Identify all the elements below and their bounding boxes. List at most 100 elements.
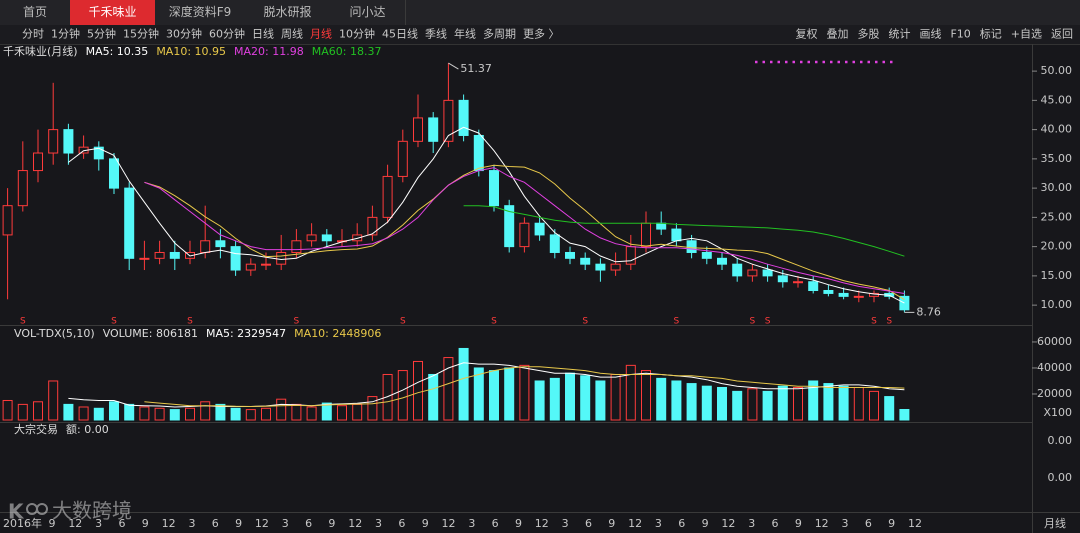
candle-body xyxy=(2,205,13,236)
volume-bar xyxy=(519,364,530,421)
x-tick-label: 2016年 xyxy=(3,516,42,530)
y-tick-label: 15.00 xyxy=(1041,269,1073,282)
period-button[interactable]: 60分钟 xyxy=(209,27,245,41)
x-tick-label: 3 xyxy=(188,517,195,530)
x-tick-label: 6 xyxy=(585,517,592,530)
tool-button[interactable]: 画线 xyxy=(919,27,941,41)
y-tick-label: 20000 xyxy=(1037,387,1072,400)
candle-body xyxy=(823,290,834,294)
period-button[interactable]: 多周期 xyxy=(483,27,516,41)
period-button[interactable]: 周线 xyxy=(281,27,303,41)
tool-button[interactable]: 标记 xyxy=(980,27,1002,41)
volume-bar xyxy=(230,407,241,421)
tab-label[interactable]: 脱水研报 xyxy=(263,4,311,19)
volume-bar xyxy=(853,386,864,421)
x-tick-label: 12 xyxy=(535,517,549,530)
indicator-label: MA10: 10.95 xyxy=(156,45,226,58)
candle-body xyxy=(124,187,135,259)
tool-button[interactable]: 统计 xyxy=(888,28,910,41)
tab-label[interactable]: 首页 xyxy=(23,5,47,19)
candle-body xyxy=(93,146,104,160)
period-button[interactable]: 年线 xyxy=(454,27,476,41)
tab[interactable] xyxy=(330,0,405,25)
x-tick-label: 3 xyxy=(282,517,289,530)
indicator-label: MA5: 2329547 xyxy=(206,327,286,340)
watermark: 大数跨境 xyxy=(52,499,132,523)
event-mark: S xyxy=(294,317,300,327)
tool-button[interactable]: +自选 xyxy=(1011,28,1042,41)
tab[interactable] xyxy=(70,0,155,25)
volume-bar xyxy=(200,401,211,421)
period-button[interactable]: 45日线 xyxy=(382,27,418,41)
volume-bar xyxy=(884,396,895,421)
y-tick-label: 25.00 xyxy=(1041,210,1073,223)
volume-bar xyxy=(321,402,332,421)
indicator-label: VOL-TDX(5,10) xyxy=(14,327,95,340)
x-tick-label: 3 xyxy=(748,517,755,530)
period-button[interactable]: 1分钟 xyxy=(51,27,80,41)
period-button[interactable]: 月线 xyxy=(310,27,332,41)
volume-bar xyxy=(458,347,469,421)
x-tick-label: 3 xyxy=(468,517,475,530)
volume-bar xyxy=(306,406,317,421)
tool-button[interactable]: F10 xyxy=(950,28,970,41)
tab[interactable] xyxy=(155,0,245,25)
x-tick-label: 9 xyxy=(702,517,709,530)
volume-bar xyxy=(169,409,180,421)
volume-bar xyxy=(777,385,788,421)
candle-body xyxy=(382,175,393,218)
candle-body xyxy=(413,117,423,142)
period-button[interactable]: 更多 〉 xyxy=(523,27,560,41)
tab[interactable] xyxy=(0,0,70,25)
event-mark: S xyxy=(886,317,892,327)
y-tick-label: 0.00 xyxy=(1048,434,1073,447)
volume-bar xyxy=(109,401,119,421)
tab-label[interactable]: 深度资料F9 xyxy=(169,4,232,19)
volume-bar xyxy=(78,406,89,421)
volume-bar xyxy=(428,373,439,421)
candle-body xyxy=(169,251,180,259)
indicator-label: MA20: 11.98 xyxy=(234,45,304,58)
candle-body xyxy=(276,251,287,265)
x-tick-label: 6 xyxy=(678,517,685,530)
volume-bar xyxy=(337,405,347,421)
period-button[interactable]: 30分钟 xyxy=(166,27,202,41)
unit-label: X100 xyxy=(1043,406,1072,419)
volume-bar xyxy=(717,386,727,421)
x-tick-label: 6 xyxy=(118,517,125,530)
candle-body xyxy=(291,240,302,253)
candle-body xyxy=(519,222,530,248)
indicator-label: MA10: 2448906 xyxy=(294,327,381,340)
period-button[interactable]: 5分钟 xyxy=(87,27,116,41)
candle-body xyxy=(397,140,408,177)
volume-bar xyxy=(261,407,271,421)
x-tick-label: 12 xyxy=(255,517,269,530)
period-button[interactable]: 10分钟 xyxy=(339,27,375,41)
tab[interactable] xyxy=(245,0,330,25)
candle-body xyxy=(473,134,484,172)
y-tick-label: 30.00 xyxy=(1041,181,1073,194)
candle-body xyxy=(777,275,788,283)
candle-body xyxy=(321,234,332,242)
tool-button[interactable]: 返回 xyxy=(1051,28,1073,41)
x-tick-label: 12 xyxy=(721,517,735,530)
candle-body xyxy=(808,281,819,292)
tab-label[interactable]: 问小达 xyxy=(349,5,385,19)
volume-bar xyxy=(565,372,575,421)
x-tick-label: 9 xyxy=(888,517,895,530)
period-button[interactable]: 季线 xyxy=(425,27,447,41)
period-button[interactable]: 分时 xyxy=(22,28,44,41)
ma-line xyxy=(144,366,905,408)
period-button[interactable]: 15分钟 xyxy=(123,27,159,41)
candle-body xyxy=(200,240,211,253)
indicator-label: MA60: 18.37 xyxy=(312,45,382,58)
period-button[interactable]: 日线 xyxy=(252,27,274,41)
volume-bar xyxy=(352,403,363,421)
tab-label[interactable]: 千禾味业 xyxy=(88,5,136,19)
tool-button[interactable]: 多股 xyxy=(857,27,879,41)
volume-bar xyxy=(473,367,484,421)
tool-button[interactable]: 叠加 xyxy=(826,28,848,41)
volume-bar xyxy=(17,403,28,421)
tool-button[interactable]: 复权 xyxy=(795,27,817,41)
